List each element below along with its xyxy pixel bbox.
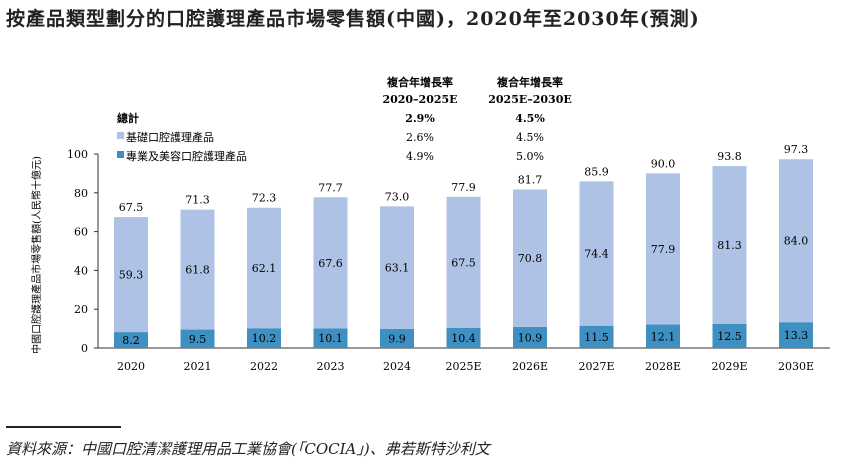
y-tick-label: 20 xyxy=(74,303,88,316)
bar-value-label: 10.9 xyxy=(518,331,543,344)
bar-value-label: 10.1 xyxy=(318,332,343,345)
x-tick-label: 2023 xyxy=(317,360,345,373)
x-tick-label: 2026E xyxy=(512,360,548,373)
x-tick-label: 2029E xyxy=(711,360,747,373)
bar-segment xyxy=(579,325,614,348)
legend-label: 專業及美容口腔護理產品 xyxy=(126,149,247,163)
bar-segment xyxy=(114,217,148,333)
bar-segment xyxy=(180,209,215,330)
bar-segment xyxy=(313,328,348,348)
bar-segment xyxy=(180,329,215,348)
x-tick-label: 2020 xyxy=(117,360,145,373)
bar-segment xyxy=(313,197,348,329)
source-note: 資料來源：中國口腔清潔護理用品工業協會(「COCIA」)、弗若斯特沙利文 xyxy=(6,440,490,458)
bar-value-label: 84.0 xyxy=(784,235,809,248)
bar-value-label: 62.1 xyxy=(252,262,277,275)
legend-swatch xyxy=(117,132,124,139)
bar-segment xyxy=(712,323,747,348)
bar-segment xyxy=(779,322,813,348)
bar-segment xyxy=(380,206,414,329)
bar-value-label: 67.6 xyxy=(318,257,343,270)
bar-segment xyxy=(712,166,747,324)
bar-value-label: 9.5 xyxy=(189,333,207,346)
bar-value-label: 13.3 xyxy=(784,329,809,342)
bar-total-label: 85.9 xyxy=(584,165,609,178)
bar-total-label: 77.9 xyxy=(451,181,476,194)
stacked-bar-chart: 0 20 40 60 80 100 中國口腔護理產品市場零售額(人民幣十億元) 8.2 59.3… xyxy=(30,75,830,373)
bar-value-label: 9.9 xyxy=(388,332,406,345)
cagr-value: 4.9% xyxy=(406,150,434,163)
bar-value-label: 77.9 xyxy=(651,243,676,256)
bar-segment xyxy=(247,328,281,348)
cagr-header-period: 2025E–2030E xyxy=(488,93,572,106)
bar-total-label: 90.0 xyxy=(651,157,676,170)
cagr-value: 2.6% xyxy=(406,131,434,144)
bar-total-label: 93.8 xyxy=(717,150,742,163)
cagr-header-period: 2020–2025E xyxy=(382,93,457,106)
cagr-value: 4.5% xyxy=(515,112,545,125)
bar-value-label: 70.8 xyxy=(518,252,543,265)
y-tick-label: 40 xyxy=(74,264,88,277)
bar-value-label: 61.8 xyxy=(185,264,210,277)
cagr-value: 4.5% xyxy=(516,131,544,144)
bar-value-label: 81.3 xyxy=(717,239,742,252)
bar-segment xyxy=(579,181,614,326)
legend-label: 基礎口腔護理產品 xyxy=(126,130,214,144)
bar-total-label: 77.7 xyxy=(318,181,343,194)
bar-segment xyxy=(646,324,680,348)
bar-value-label: 63.1 xyxy=(385,262,410,275)
bar-total-label: 71.3 xyxy=(185,194,210,207)
x-tick-label: 2027E xyxy=(578,360,614,373)
bar-total-label: 73.0 xyxy=(385,190,410,203)
bar-segment xyxy=(513,326,547,348)
bar-value-label: 12.1 xyxy=(651,330,676,343)
footnote-divider xyxy=(6,426,121,428)
cagr-header-title: 複合年增長率 xyxy=(386,75,453,89)
bar-segment xyxy=(779,159,813,323)
bar-value-label: 8.2 xyxy=(122,334,140,347)
bar-total-label: 72.3 xyxy=(252,192,277,205)
cagr-value: 5.0% xyxy=(516,150,544,163)
bar-total-label: 67.5 xyxy=(119,201,144,214)
bar-value-label: 10.2 xyxy=(252,332,277,345)
x-tick-label: 2028E xyxy=(645,360,681,373)
bar-value-label: 11.5 xyxy=(584,331,609,344)
bar-segment xyxy=(646,173,680,325)
bar-value-label: 10.4 xyxy=(451,332,476,345)
legend-swatch xyxy=(117,151,124,158)
bar-total-label: 97.3 xyxy=(784,143,809,156)
chart-title: 按產品類型劃分的口腔護理產品市場零售額(中國)，2020年至2030年(預測) xyxy=(6,8,700,30)
y-tick-label: 80 xyxy=(74,187,88,200)
y-tick-label: 0 xyxy=(81,342,88,355)
x-tick-label: 2030E xyxy=(778,360,814,373)
bar-segment xyxy=(380,328,414,348)
y-axis-label: 中國口腔護理產品市場零售額(人民幣十億元) xyxy=(30,156,43,354)
cagr-value: 2.9% xyxy=(405,112,435,125)
bar-segment xyxy=(513,189,547,327)
x-tick-label: 2022 xyxy=(250,360,278,373)
x-tick-label: 2024 xyxy=(383,360,411,373)
bar-segment xyxy=(247,207,281,329)
bar-value-label: 12.5 xyxy=(717,330,742,343)
x-tick-label: 2025E xyxy=(445,360,481,373)
bar-value-label: 59.3 xyxy=(119,269,144,282)
bar-segment xyxy=(446,327,481,348)
y-tick-label: 100 xyxy=(67,148,88,161)
y-tick-label: 60 xyxy=(74,226,88,239)
x-tick-label: 2021 xyxy=(184,360,212,373)
bar-total-label: 81.7 xyxy=(518,174,543,187)
bar-value-label: 74.4 xyxy=(584,248,609,261)
bar-segment xyxy=(114,332,148,348)
bar-value-label: 67.5 xyxy=(451,256,476,269)
legend-label: 總計 xyxy=(117,111,139,125)
cagr-header-title: 複合年增長率 xyxy=(496,75,563,89)
bar-segment xyxy=(446,196,481,328)
